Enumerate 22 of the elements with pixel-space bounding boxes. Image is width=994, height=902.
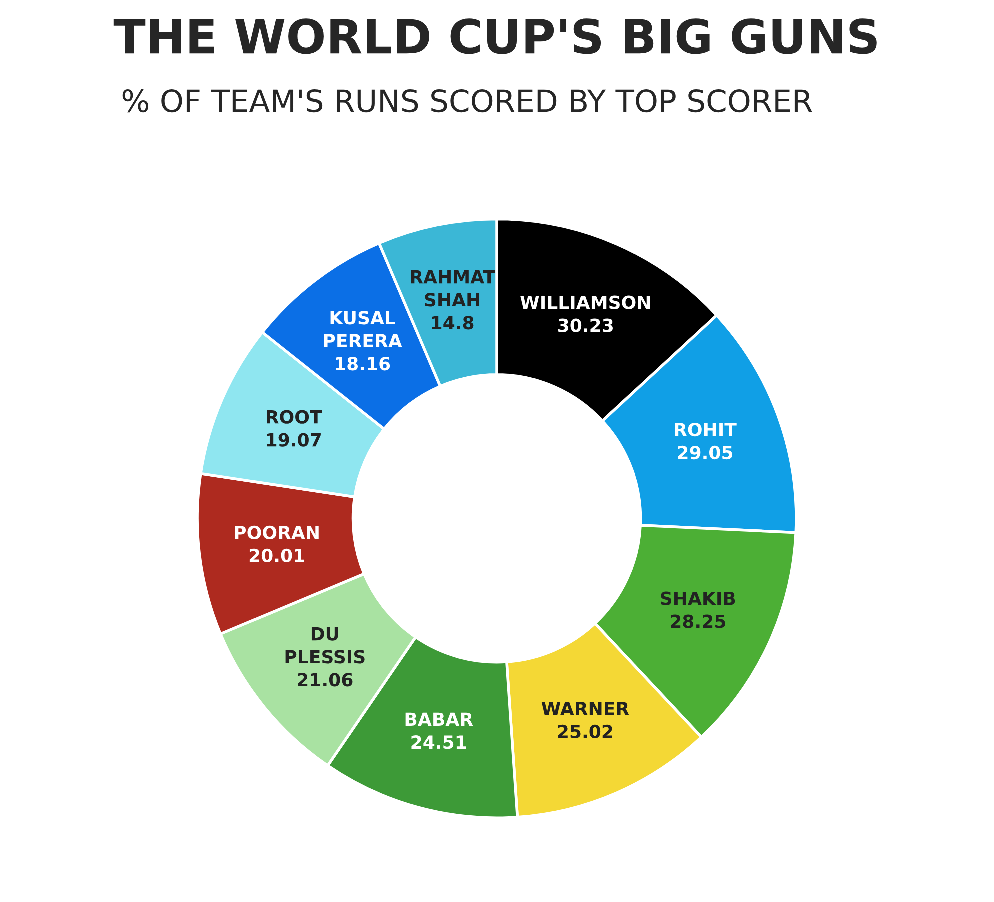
- data-label: 18.16: [336, 357, 390, 371]
- slice-label: DU PLESSIS: [286, 627, 365, 664]
- data-label: 20.01: [250, 548, 304, 562]
- slice-label: KUSAL PERERA: [324, 311, 402, 348]
- slice-label: WILLIAMSON: [520, 296, 650, 310]
- chart-subtitle: % OF TEAM'S RUNS SCORED BY TOP SCORER: [122, 89, 812, 113]
- slice-label: BABAR: [406, 712, 474, 726]
- slice-label: SHAKIB: [661, 592, 736, 606]
- data-label: 24.51: [412, 736, 466, 750]
- slice-label: POORAN: [235, 526, 319, 540]
- data-label: 14.8: [432, 316, 474, 330]
- data-label: 30.23: [558, 318, 613, 332]
- slice-label: ROOT: [267, 410, 322, 424]
- data-label: 25.02: [558, 724, 612, 739]
- data-label: 28.25: [671, 614, 726, 628]
- slice-label: ROHIT: [675, 422, 737, 437]
- data-label: 29.05: [678, 446, 733, 460]
- slice-label: WARNER: [542, 702, 630, 716]
- slice-label: RAHMAT SHAH: [411, 270, 496, 307]
- data-label: 19.07: [267, 433, 321, 447]
- chart-title: THE WORLD CUP'S BIG GUNS: [114, 18, 877, 54]
- data-label: 21.06: [298, 673, 353, 687]
